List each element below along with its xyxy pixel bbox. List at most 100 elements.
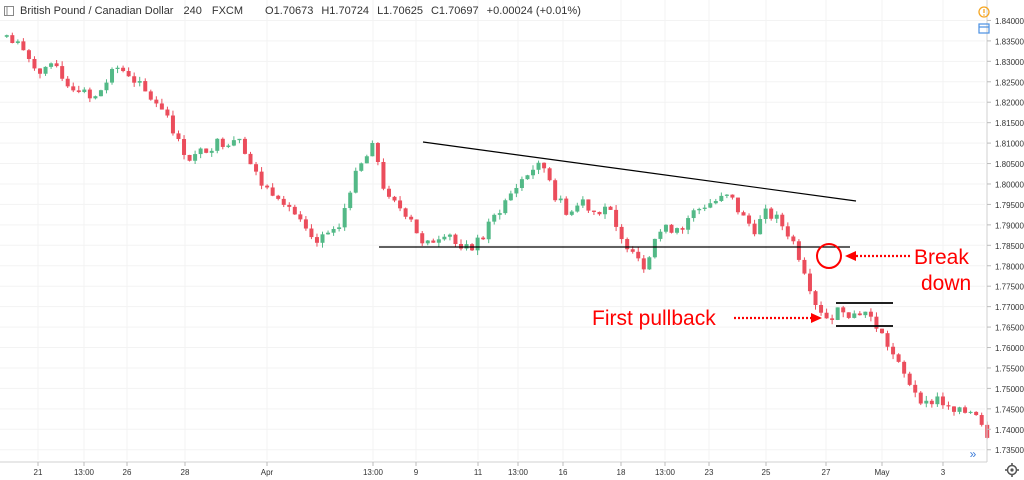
breakdown-label-line2: down [921,272,971,295]
alert-icon[interactable] [978,6,990,18]
candle-up [652,238,657,258]
candle-up [675,228,680,233]
time-tick-label: 13:00 [74,468,95,477]
candle-up [658,231,663,239]
candle-down [940,396,945,406]
candle-down [752,223,757,235]
price-tick-label: 1.82500 [995,78,1024,87]
candle-up [968,411,973,413]
candle-down [913,384,918,393]
price-tick-label: 1.75500 [995,364,1024,373]
time-tick-label: Apr [261,468,274,477]
candle-down [54,63,59,67]
candle-up [337,227,342,229]
candle-down [885,333,890,347]
candle-up [475,237,480,251]
candle-down [287,204,292,207]
price-tick-label: 1.74500 [995,405,1024,414]
price-tick-label: 1.79500 [995,201,1024,210]
candle-up [647,257,652,270]
candle-up [209,150,214,153]
candle-down [780,214,785,227]
candle-down [907,373,912,385]
candle-up [4,35,9,37]
candle-down [381,162,386,189]
candle-up [492,214,497,222]
candle-up [93,96,98,99]
candle-down [409,216,414,220]
price-tick-label: 1.83500 [995,37,1024,46]
time-tick-label: 16 [559,468,568,477]
price-tick-label: 1.76500 [995,324,1024,333]
candle-down [420,233,425,244]
candle-up [497,213,502,215]
candle-up [863,311,868,316]
candle-down [802,259,807,274]
candle-down [126,71,131,77]
candle-up [15,41,20,43]
candle-up [697,208,702,211]
candle-up [580,199,585,206]
candle-down [259,171,264,186]
candle-up [935,396,940,405]
price-tick-label: 1.78000 [995,262,1024,271]
candle-up [198,148,203,155]
price-tick-label: 1.76000 [995,344,1024,353]
time-tick-label: 25 [762,468,771,477]
candle-down [813,291,818,306]
candle-up [519,179,524,188]
calendar-icon[interactable] [978,22,990,34]
candle-up [686,218,691,230]
symbol-name[interactable]: British Pound / Canadian Dollar [20,5,174,17]
time-tick-label: 13:00 [363,468,384,477]
candle-down [891,346,896,355]
candle-down [819,305,824,313]
time-tick-label: 18 [617,468,626,477]
time-tick-label: 13:00 [655,468,676,477]
candle-down [946,405,951,407]
candle-down [619,226,624,240]
candle-down [918,392,923,404]
candles [4,32,990,439]
candle-down [431,240,436,243]
price-tick-label: 1.84000 [995,17,1024,26]
candle-down [314,237,319,243]
breakdown-arrowhead [845,251,856,261]
candle-up [536,162,541,170]
candle-down [963,407,968,413]
candle-up [508,193,513,201]
candle-up [525,175,530,180]
candle-down [857,313,862,316]
candle-down [159,103,164,110]
axes [0,0,988,463]
candle-down [608,206,613,210]
candle-up [569,211,574,215]
candle-down [248,153,253,165]
candle-down [170,115,175,134]
candle-down [398,200,403,209]
candle-down [281,198,286,205]
gear-icon[interactable] [1004,462,1020,478]
candle-down [414,219,419,234]
candle-up [215,138,220,151]
symbol-menu-icon[interactable] [4,6,14,16]
candle-down [148,91,153,100]
interval[interactable]: 240 [183,5,202,17]
candle-down [187,154,192,161]
candle-up [702,207,707,209]
candle-up [193,154,198,161]
candle-up [486,221,491,240]
candle-up [713,200,718,204]
candle-down [974,411,979,416]
candle-down [220,138,225,147]
candle-up [719,195,724,201]
candle-down [730,194,735,198]
candle-down [21,41,26,51]
breakdown-label-line1: Break [914,246,969,269]
candle-down [453,234,458,245]
candle-down [65,78,70,87]
scroll-to-latest-button[interactable]: » [969,447,977,461]
candle-down [38,68,43,74]
candle-down [979,415,984,425]
close-value: C1.70697 [430,5,479,17]
